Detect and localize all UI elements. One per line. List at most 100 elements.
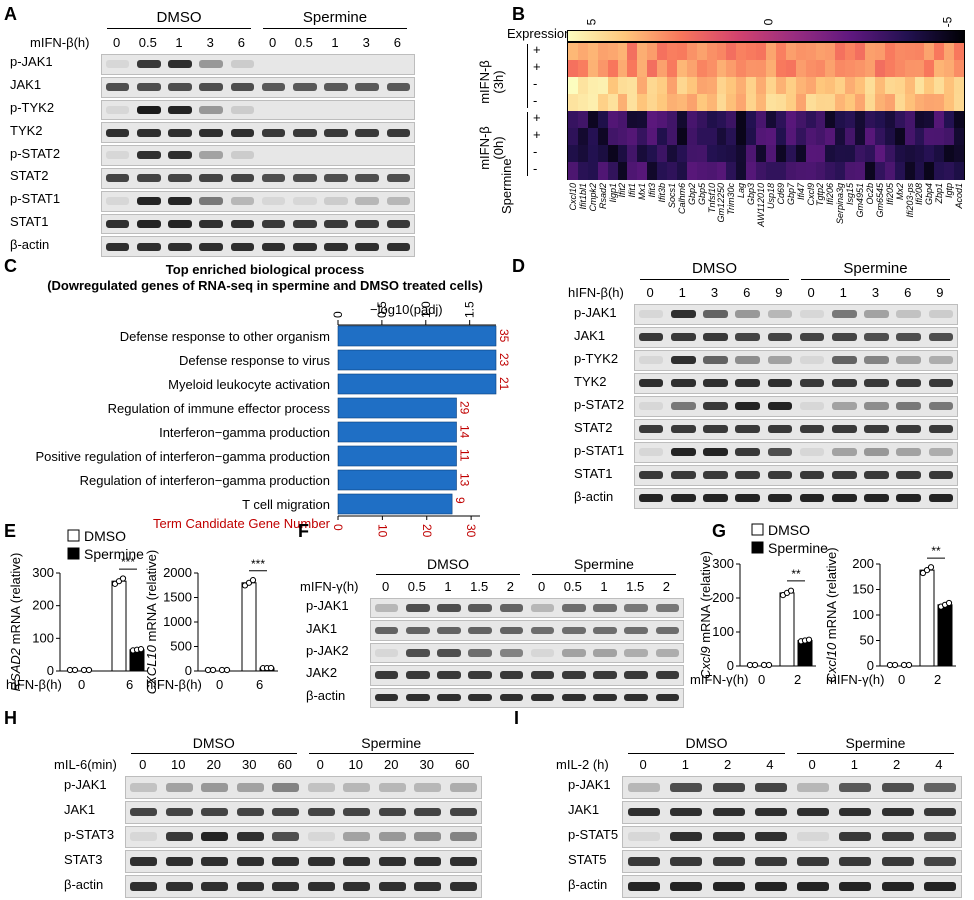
- heatmap-cell: [894, 94, 906, 112]
- heatmap-cell: [706, 77, 717, 95]
- x-tick-label: 2: [934, 672, 941, 687]
- blot-band: [928, 356, 954, 365]
- blot-strip: [634, 304, 958, 325]
- bar: [337, 325, 497, 347]
- heatmap-cell: [657, 128, 668, 146]
- blot-row-label: β-actin: [306, 687, 346, 703]
- data-point: [245, 579, 253, 586]
- heatmap-cell: [617, 94, 628, 112]
- heatmap-cell: [775, 43, 787, 61]
- blot-row-label: JAK1: [64, 802, 96, 818]
- bar: [797, 640, 813, 667]
- blot-band: [754, 807, 787, 817]
- gene-count-label: 23: [497, 353, 511, 367]
- blot-band: [832, 333, 857, 342]
- heatmap-cell: [775, 94, 787, 112]
- heatmap-cell: [934, 43, 945, 61]
- blot-band: [624, 648, 649, 657]
- category-label: Regulation of immune effector process: [108, 401, 331, 416]
- blot-band: [670, 857, 703, 866]
- blot-band: [703, 379, 728, 388]
- bar: [937, 604, 953, 667]
- heatmap-cell: [607, 60, 618, 78]
- bottom-axis-tick-label: 10: [375, 524, 389, 538]
- heatmap-cell: [577, 60, 589, 78]
- heatmap-cell: [855, 43, 866, 61]
- heatmap-cell: [587, 145, 599, 163]
- heatmap-cell: [667, 43, 678, 61]
- heatmap-cell: [884, 43, 896, 61]
- heatmap-cell: [706, 145, 717, 163]
- blot-band: [165, 807, 193, 817]
- group-label: DMSO: [156, 9, 202, 26]
- blot-band: [896, 333, 921, 342]
- blot-band: [703, 356, 728, 365]
- blot-band: [499, 604, 524, 612]
- blot-band: [799, 494, 825, 503]
- timepoint-label: 10: [171, 757, 186, 772]
- blot-band: [655, 671, 680, 680]
- heatmap-cell: [904, 162, 915, 180]
- blot-row-label: JAK1: [306, 620, 338, 636]
- blot-band: [832, 379, 857, 388]
- blot-band: [593, 626, 617, 635]
- heatmap-cell: [746, 77, 757, 95]
- heatmap-cell: [597, 60, 609, 78]
- blot-band: [928, 402, 954, 411]
- blot-band: [561, 693, 586, 702]
- blot-band: [797, 832, 830, 842]
- heatmap-cell: [657, 111, 668, 129]
- blot-band: [136, 197, 161, 205]
- panel-letter-e: E: [4, 521, 17, 541]
- blot-band: [928, 379, 954, 388]
- heatmap-cell: [746, 111, 757, 129]
- blot-band: [236, 882, 264, 891]
- bar: [337, 469, 457, 491]
- blot-strip: [101, 213, 415, 235]
- gene-count-label: 9: [453, 497, 467, 504]
- heatmap-cell: [805, 128, 816, 146]
- heatmap-cell: [706, 128, 717, 146]
- panel-letter-h: H: [4, 708, 17, 728]
- treatment-label: mIFN-γ(h): [826, 672, 885, 687]
- heatmap-cell: [667, 145, 678, 163]
- heatmap-cell: [647, 128, 658, 146]
- blot-row-label: p-TYK2: [574, 350, 619, 366]
- timepoint-label: 0: [316, 757, 324, 772]
- blot-row-label: STAT1: [574, 465, 613, 481]
- heatmap-cell: [587, 77, 599, 95]
- heatmap-cell: [647, 111, 658, 129]
- blot-band: [201, 782, 229, 792]
- timepoint-label: 3: [362, 35, 370, 50]
- heatmap-cell: [835, 128, 846, 146]
- timepoint-label: 0: [537, 579, 546, 594]
- heatmap-cell: [696, 145, 708, 163]
- group-label: Spermine: [574, 556, 634, 572]
- blot-band: [881, 782, 914, 792]
- heatmap-cell: [825, 111, 836, 129]
- heatmap-cell: [766, 145, 777, 163]
- y-tick-label: 0: [867, 658, 874, 673]
- heatmap-cell: [815, 77, 826, 95]
- blot-band: [928, 333, 954, 342]
- data-point: [787, 587, 795, 594]
- heatmap-cell: [805, 162, 816, 180]
- data-point: [783, 589, 791, 597]
- timepoint-label: 4: [935, 757, 943, 772]
- blot-band: [923, 807, 956, 817]
- blot-band: [378, 882, 406, 891]
- heatmap-cell: [954, 94, 965, 112]
- blot-strip: [634, 465, 958, 486]
- blot-band: [324, 128, 348, 137]
- blot-band: [468, 671, 493, 680]
- heatmap-row-sign: -: [533, 161, 538, 176]
- blot-band: [624, 693, 649, 702]
- blot-band: [168, 83, 192, 91]
- blot-band: [671, 333, 696, 342]
- data-point: [905, 661, 913, 669]
- blot-strip: [622, 800, 962, 824]
- bar: [241, 582, 257, 672]
- timepoint-label: 1: [600, 579, 608, 594]
- heatmap-row-group-3h: mIFN-β (3h): [477, 60, 506, 104]
- significance-label: ***: [121, 555, 135, 569]
